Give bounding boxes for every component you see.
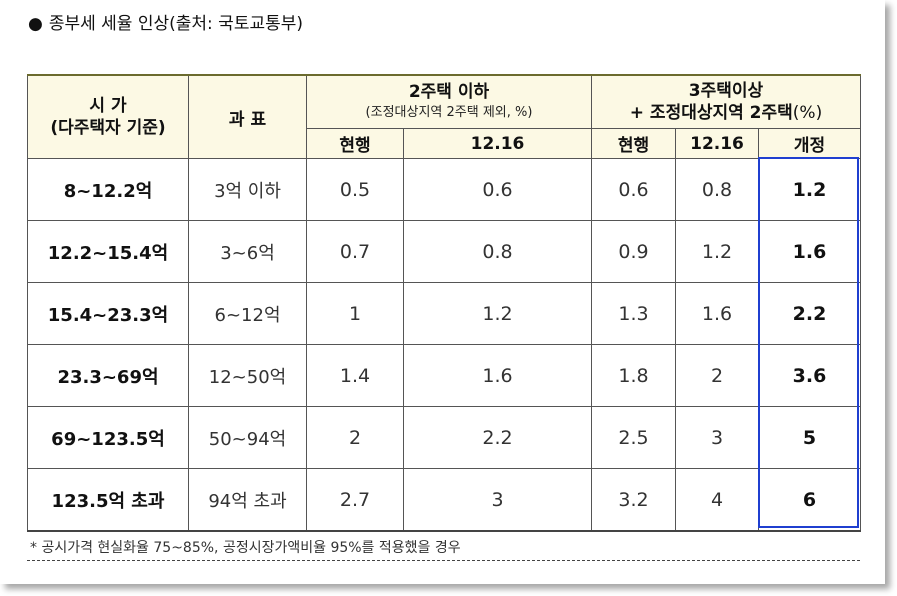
cell-revised: 2.2	[758, 282, 861, 345]
cell-g1-new: 1.2	[403, 282, 592, 345]
header-group-three-homes: 3주택이상 + 조정대상지역 2주택(%)	[591, 74, 861, 129]
cell-base: 3~6억	[188, 220, 307, 283]
title-text: 종부세 세율 인상(출처: 국토교통부)	[48, 14, 304, 34]
cell-revised: 1.2	[758, 158, 861, 221]
header-group2-line2: + 조정대상지역 2주택	[629, 103, 793, 123]
footnote-divider	[27, 560, 860, 561]
cell-g2-new: 4	[675, 468, 759, 532]
header-group-two-homes: 2주택 이하 (조정대상지역 2주택 제외, %)	[306, 74, 592, 129]
footnote: * 공시가격 현실화율 75~85%, 공정시장가액비율 95%를 적용했을 경…	[30, 540, 461, 556]
header-group1-title: 2주택 이하	[408, 82, 490, 102]
cell-g1-current: 2.7	[306, 468, 404, 532]
bullet-icon: ●	[28, 14, 43, 34]
cell-g1-new: 2.2	[403, 406, 592, 469]
cell-base: 12~50억	[188, 344, 307, 407]
header-group2-line2-wrap: + 조정대상지역 2주택(%)	[592, 102, 860, 124]
cell-g1-current: 0.5	[306, 158, 404, 221]
header-price: 시 가 (다주택자 기준)	[27, 74, 189, 159]
cell-g2-current: 3.2	[591, 468, 676, 532]
cell-base: 50~94억	[188, 406, 307, 469]
cell-g2-new: 1.2	[675, 220, 759, 283]
cell-g1-new: 1.6	[403, 344, 592, 407]
cell-range: 23.3~69억	[27, 344, 189, 407]
cell-range: 8~12.2억	[27, 158, 189, 221]
cell-revised: 5	[758, 406, 861, 469]
table-row: 69~123.5억 50~94억 2 2.2 2.5 3 5	[27, 406, 861, 469]
cell-g1-new: 3	[403, 468, 592, 532]
cell-g2-new: 1.6	[675, 282, 759, 345]
cell-g1-current: 1.4	[306, 344, 404, 407]
header-g2-revised: 개정	[758, 128, 861, 159]
header-g2-new: 12.16	[675, 128, 759, 159]
cell-g1-current: 1	[306, 282, 404, 345]
cell-g2-new: 3	[675, 406, 759, 469]
cell-range: 15.4~23.3억	[27, 282, 189, 345]
cell-g2-current: 2.5	[591, 406, 676, 469]
table-row: 12.2~15.4억 3~6억 0.7 0.8 0.9 1.2 1.6	[27, 220, 861, 283]
header-price-line1: 시 가	[89, 96, 127, 116]
table-row: 23.3~69억 12~50억 1.4 1.6 1.8 2 3.6	[27, 344, 861, 407]
cell-range: 12.2~15.4억	[27, 220, 189, 283]
cell-g2-new: 0.8	[675, 158, 759, 221]
cell-g1-current: 2	[306, 406, 404, 469]
cell-g2-current: 0.6	[591, 158, 676, 221]
header-base: 과 표	[188, 74, 307, 159]
page-title: ● 종부세 세율 인상(출처: 국토교통부)	[28, 9, 303, 34]
cell-range: 123.5억 초과	[27, 468, 189, 532]
header-group1-sub: (조정대상지역 2주택 제외, %)	[365, 105, 533, 120]
cell-revised: 1.6	[758, 220, 861, 283]
cell-g1-current: 0.7	[306, 220, 404, 283]
cell-g1-new: 0.8	[403, 220, 592, 283]
header-group2-pct: (%)	[792, 103, 823, 123]
cell-g2-new: 2	[675, 344, 759, 407]
cell-base: 3억 이하	[188, 158, 307, 221]
cell-range: 69~123.5억	[27, 406, 189, 469]
cell-g2-current: 0.9	[591, 220, 676, 283]
header-g1-current: 현행	[306, 128, 404, 159]
tax-rate-table: 시 가 (다주택자 기준) 과 표 2주택 이하 (조정대상지역 2주택 제외,…	[27, 74, 861, 532]
header-price-line2: (다주택자 기준)	[50, 118, 166, 138]
cell-base: 6~12억	[188, 282, 307, 345]
cell-g2-current: 1.3	[591, 282, 676, 345]
cell-revised: 3.6	[758, 344, 861, 407]
cell-base: 94억 초과	[188, 468, 307, 532]
header-group2-line1: 3주택이상	[688, 81, 764, 101]
table-row: 15.4~23.3억 6~12억 1 1.2 1.3 1.6 2.2	[27, 282, 861, 345]
header-g1-new: 12.16	[403, 128, 592, 159]
table-row: 123.5억 초과 94억 초과 2.7 3 3.2 4 6	[27, 468, 861, 532]
header-g2-current: 현행	[591, 128, 676, 159]
cell-g1-new: 0.6	[403, 158, 592, 221]
cell-revised: 6	[758, 468, 861, 532]
table-row: 8~12.2억 3억 이하 0.5 0.6 0.6 0.8 1.2	[27, 158, 861, 221]
cell-g2-current: 1.8	[591, 344, 676, 407]
